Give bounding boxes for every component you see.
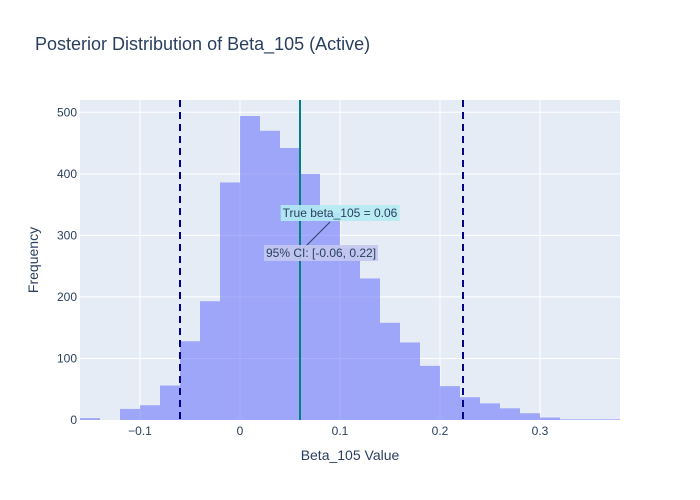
histogram-bar [200, 301, 220, 420]
histogram-bar [320, 212, 340, 420]
histogram-bar [560, 419, 580, 420]
true-value-label: True beta_105 = 0.06 [280, 205, 400, 221]
histogram-bar [400, 342, 420, 420]
histogram-bar [240, 116, 260, 420]
true-value-label-box [280, 205, 400, 221]
ci-label: 95% CI: [-0.06, 0.22] [263, 245, 379, 261]
histogram-bar [280, 148, 300, 420]
y-tick-label: 500 [57, 105, 77, 119]
y-tick-label: 300 [57, 228, 77, 242]
histogram-bar [120, 408, 140, 420]
histogram-bar [580, 419, 600, 420]
histogram-bar [480, 403, 500, 420]
histogram-bar [80, 418, 100, 420]
histogram-bar [460, 397, 480, 420]
x-axis-title: Beta_105 Value [301, 447, 400, 463]
histogram-bar [420, 365, 440, 420]
annotations: True beta_105 = 0.06 95% CI: [-0.06, 0.22… [263, 205, 400, 261]
histogram-bar [600, 419, 620, 420]
histogram-bar [520, 413, 540, 420]
histogram-bar [500, 408, 520, 420]
chart-title: Posterior Distribution of Beta_105 (Acti… [35, 34, 370, 55]
histogram-bar [360, 278, 380, 420]
y-tick-label: 0 [70, 413, 77, 427]
y-axis-ticks: 0 100 200 300 400 500 [57, 105, 77, 427]
x-tick-label: −0.1 [128, 424, 152, 438]
y-axis-title: Frequency [25, 227, 41, 293]
y-tick-label: 400 [57, 167, 77, 181]
histogram-bar [300, 173, 320, 420]
histogram-bar [380, 322, 400, 420]
x-tick-label: 0 [237, 424, 244, 438]
x-axis-ticks: −0.1 0 0.1 0.2 0.3 [128, 424, 549, 438]
histogram-bar [340, 248, 360, 420]
histogram-bar [540, 417, 560, 420]
ci-label-text: 95% CI: [-0.06, 0.22] [266, 246, 376, 260]
x-tick-label: 0.2 [432, 424, 449, 438]
x-tick-label: 0.3 [532, 424, 549, 438]
histogram-bar [160, 385, 180, 420]
y-tick-label: 200 [57, 290, 77, 304]
true-value-label-text: True beta_105 = 0.06 [283, 206, 398, 220]
histogram-bar [180, 341, 200, 420]
ci-label-box [263, 245, 379, 261]
x-tick-label: 0.1 [332, 424, 349, 438]
histogram-bar [260, 130, 280, 420]
histogram-bar [440, 386, 460, 420]
y-tick-label: 100 [57, 351, 77, 365]
histogram-bar [140, 405, 160, 420]
histogram-bar [220, 182, 240, 420]
